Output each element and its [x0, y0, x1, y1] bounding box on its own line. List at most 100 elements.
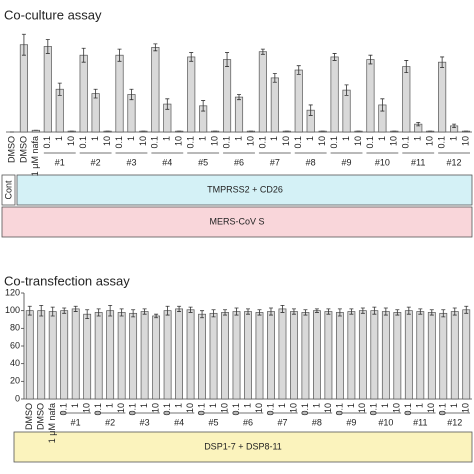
bar — [234, 96, 244, 133]
x-tick-label: 10 — [353, 136, 363, 146]
error-bar — [308, 104, 313, 116]
y-tick-label: 40 — [10, 358, 20, 368]
x-tick-label: 10 — [317, 136, 327, 146]
error-bar — [280, 304, 285, 313]
bar — [151, 46, 160, 133]
x-tick-label: 10 — [219, 403, 229, 413]
x-tick-label: 1 — [380, 403, 390, 408]
bar — [402, 66, 411, 133]
x-tick-label: 1 — [208, 403, 218, 408]
bar — [37, 310, 46, 400]
error-bar — [452, 123, 457, 129]
x-tick-label: 0.1 — [401, 136, 411, 149]
error-bar — [416, 122, 421, 127]
error-bar — [165, 98, 170, 110]
cell-box — [16, 174, 473, 206]
group-label: #7 — [270, 157, 280, 167]
x-tick-label: DMSO — [36, 403, 46, 430]
error-bar — [73, 305, 78, 312]
x-tick-label: 1 — [377, 136, 387, 141]
error-bar — [81, 47, 86, 63]
group-label: #7 — [277, 417, 287, 427]
x-tick-label: 10 — [460, 136, 470, 146]
x-tick-label: 1 — [90, 136, 100, 141]
error-bar — [268, 307, 273, 316]
error-bar — [117, 48, 122, 62]
error-bar — [223, 309, 228, 316]
error-bar — [404, 60, 409, 74]
x-tick-label: 0.1 — [59, 403, 69, 416]
error-bar — [418, 308, 423, 315]
x-tick-label: 10 — [209, 136, 219, 146]
cell-box — [13, 431, 473, 463]
error-bar — [429, 309, 434, 316]
group-label: #9 — [342, 157, 352, 167]
bar — [381, 311, 390, 400]
error-bar — [62, 307, 67, 314]
error-bar — [314, 308, 319, 313]
error-bar — [129, 88, 134, 101]
bar — [324, 311, 333, 400]
bar — [294, 69, 303, 133]
x-tick-label: 10 — [102, 136, 112, 146]
x-tick-label: DMSO — [6, 136, 16, 163]
x-tick-label: 0.1 — [403, 403, 413, 416]
error-bar — [211, 309, 216, 318]
x-tick-label: 0.1 — [329, 136, 339, 149]
x-tick-label: 1 — [277, 403, 287, 408]
x-tick-label: 1 — [105, 403, 115, 408]
y-tick-label: 0 — [15, 393, 20, 403]
bar — [335, 312, 344, 400]
x-tick-label: 1 — [341, 136, 351, 141]
error-bar — [395, 309, 400, 316]
x-tick-label: 1 — [448, 136, 458, 141]
bar — [255, 312, 264, 400]
x-tick-label: 1 — [346, 403, 356, 408]
error-bar — [57, 82, 62, 96]
bar — [342, 89, 351, 133]
bar — [439, 312, 448, 400]
bar — [129, 312, 138, 400]
error-bar — [96, 308, 101, 317]
bar — [232, 311, 241, 400]
error-bar — [237, 94, 241, 101]
bar — [278, 308, 287, 400]
error-bar — [372, 306, 377, 315]
x-tick-label: 10 — [281, 136, 291, 146]
error-bar — [368, 54, 373, 65]
x-tick-label: 0.1 — [196, 403, 206, 416]
error-bar — [45, 39, 50, 54]
error-bar — [360, 307, 365, 314]
box-label: DSP1-7 + DSP8-11 — [204, 441, 282, 451]
x-tick-label: 10 — [426, 403, 436, 413]
x-tick-label: 10 — [150, 403, 160, 413]
x-tick-label: 1 — [311, 403, 321, 408]
error-bar — [332, 53, 337, 61]
x-tick-label: 0.1 — [293, 136, 303, 149]
error-bar — [108, 304, 113, 317]
x-tick-label: 1 — [126, 136, 136, 141]
bar — [91, 93, 100, 133]
x-tick-label: 0.1 — [365, 136, 375, 149]
group-label: #4 — [162, 157, 172, 167]
bar — [416, 311, 425, 400]
x-tick-label: 0.1 — [186, 136, 196, 149]
y-tick-label: 120 — [5, 287, 20, 297]
x-tick-label: 0.1 — [150, 136, 160, 149]
bar — [301, 312, 310, 400]
y-tick-label: 60 — [10, 340, 20, 350]
bar — [313, 310, 321, 400]
x-tick-label: 1 — [173, 403, 183, 408]
x-tick-label: 1 — [305, 136, 315, 141]
group-label: #12 — [447, 157, 462, 167]
bar — [94, 312, 103, 400]
error-bar — [344, 84, 349, 96]
bar — [198, 313, 206, 400]
group-label: #3 — [140, 417, 150, 427]
x-tick-label: 1 — [242, 403, 252, 408]
x-tick-label: DMSO — [18, 136, 28, 163]
error-bar — [257, 309, 262, 316]
group-label: #5 — [209, 417, 219, 427]
bar — [43, 46, 52, 133]
x-tick-label: 0.1 — [438, 403, 448, 416]
